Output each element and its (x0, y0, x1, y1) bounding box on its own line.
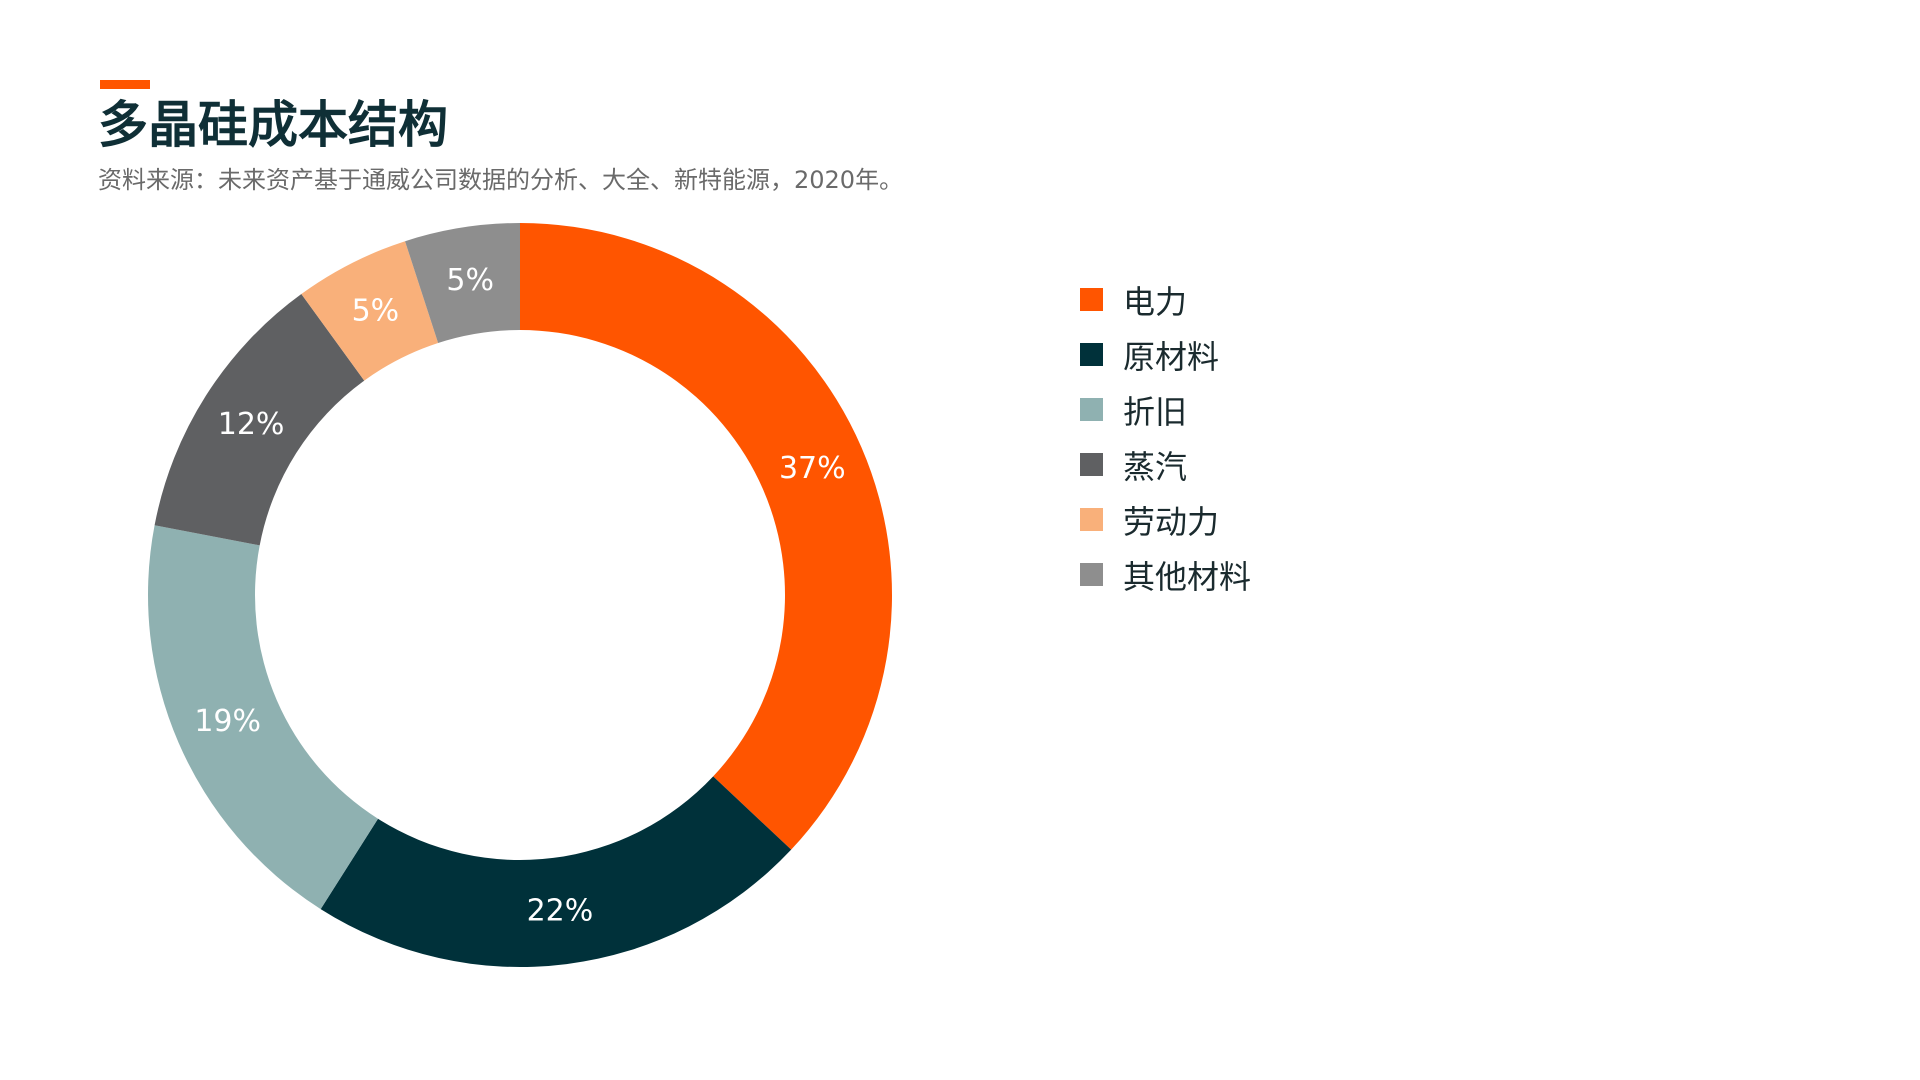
legend-label: 蒸汽 (1123, 447, 1188, 486)
legend-label: 原材料 (1123, 337, 1220, 376)
legend-label: 电力 (1123, 282, 1188, 321)
legend-swatch (1080, 453, 1103, 476)
slice-label: 12% (218, 407, 285, 442)
donut-chart: 37% 22% 19% 12% 5% 5% (140, 215, 900, 975)
donut-slice (154, 294, 365, 546)
donut-svg: 37% 22% 19% 12% 5% 5% (148, 223, 892, 968)
legend-item: 原材料 (1080, 327, 1251, 382)
slice-label: 37% (779, 451, 846, 486)
legend-item: 劳动力 (1080, 492, 1251, 547)
donut-slice (405, 223, 520, 343)
legend-swatch (1080, 508, 1103, 531)
title-accent-bar (100, 80, 150, 89)
legend-item: 蒸汽 (1080, 437, 1251, 492)
legend-label: 折旧 (1123, 392, 1188, 431)
legend-swatch (1080, 563, 1103, 586)
chart-legend: 电力原材料折旧蒸汽劳动力其他材料 (1080, 272, 1251, 602)
slice-label: 5% (352, 294, 400, 329)
slice-label: 19% (194, 704, 261, 739)
donut-slice (520, 223, 892, 850)
donut-slice (320, 776, 792, 968)
legend-swatch (1080, 288, 1103, 311)
legend-item: 其他材料 (1080, 547, 1251, 602)
legend-label: 劳动力 (1123, 502, 1220, 541)
slice-label: 22% (527, 893, 594, 928)
legend-swatch (1080, 343, 1103, 366)
donut-slice (301, 241, 439, 381)
legend-item: 折旧 (1080, 382, 1251, 437)
legend-label: 其他材料 (1123, 557, 1252, 596)
legend-swatch (1080, 398, 1103, 421)
chart-source: 资料来源：未来资产基于通威公司数据的分析、大全、新特能源，2020年。 (98, 166, 904, 194)
chart-title: 多晶硅成本结构 (98, 96, 448, 154)
legend-item: 电力 (1080, 272, 1251, 327)
donut-slice (148, 525, 379, 910)
slice-label: 5% (446, 263, 494, 298)
